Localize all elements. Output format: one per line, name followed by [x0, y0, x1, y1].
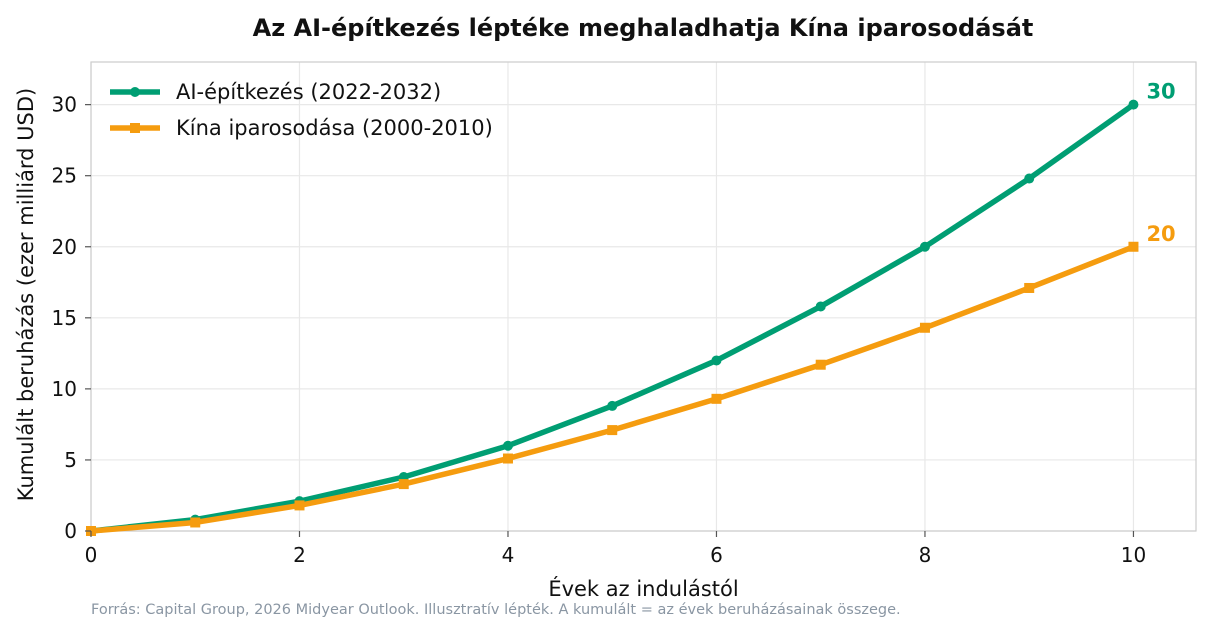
x-tick-label: 8 — [919, 543, 932, 567]
data-point — [607, 425, 618, 436]
legend-marker — [130, 123, 140, 133]
series-layer — [86, 99, 1139, 536]
data-point — [815, 359, 826, 370]
legend-entry: Kína iparosodása (2000-2010) — [110, 116, 493, 140]
y-tick-label: 5 — [64, 448, 77, 472]
data-point — [1024, 173, 1035, 184]
source-note: Forrás: Capital Group, 2026 Midyear Outl… — [91, 602, 901, 618]
x-axis-label: Évek az indulástól — [548, 576, 738, 601]
y-axis-label: Kumulált beruházás (ezer milliárd USD) — [14, 88, 38, 502]
plot-frame — [90, 61, 1197, 532]
end-labels: 30 20 — [1146, 80, 1175, 246]
data-point — [1128, 241, 1139, 252]
data-point — [502, 453, 513, 464]
x-tick-label: 4 — [502, 543, 515, 567]
data-point — [711, 393, 722, 404]
x-tick-label: 6 — [710, 543, 723, 567]
data-point — [294, 500, 305, 511]
data-point — [190, 517, 201, 528]
tick-labels: 0 2 4 6 8 10 0 5 10 15 20 25 30 — [52, 93, 1147, 567]
chart-title: Az AI-építkezés léptéke meghaladhatja Kí… — [253, 14, 1034, 42]
data-point — [711, 355, 722, 366]
data-point — [502, 440, 513, 451]
y-tick-label: 10 — [52, 377, 77, 401]
y-tick-label: 20 — [52, 235, 77, 259]
end-value-label: 20 — [1146, 222, 1175, 246]
y-tick-label: 15 — [52, 306, 77, 330]
legend-label: Kína iparosodása (2000-2010) — [176, 116, 493, 140]
x-tick-label: 2 — [293, 543, 306, 567]
y-tick-label: 0 — [64, 519, 77, 543]
data-point — [815, 301, 826, 312]
end-value-label: 30 — [1146, 80, 1175, 104]
legend-marker — [130, 87, 140, 97]
y-tick-label: 25 — [52, 164, 77, 188]
legend-entry: AI-építkezés (2022-2032) — [110, 80, 441, 104]
legend-label: AI-építkezés (2022-2032) — [176, 80, 441, 104]
data-point — [1128, 99, 1139, 110]
legend: AI-építkezés (2022-2032) Kína iparosodása… — [110, 80, 493, 140]
x-tick-label: 10 — [1121, 543, 1146, 567]
data-point — [398, 479, 409, 490]
data-point — [919, 241, 930, 252]
data-point — [919, 322, 930, 333]
data-point — [607, 400, 618, 411]
data-point — [1024, 282, 1035, 293]
x-tick-label: 0 — [85, 543, 98, 567]
y-tick-label: 30 — [52, 93, 77, 117]
